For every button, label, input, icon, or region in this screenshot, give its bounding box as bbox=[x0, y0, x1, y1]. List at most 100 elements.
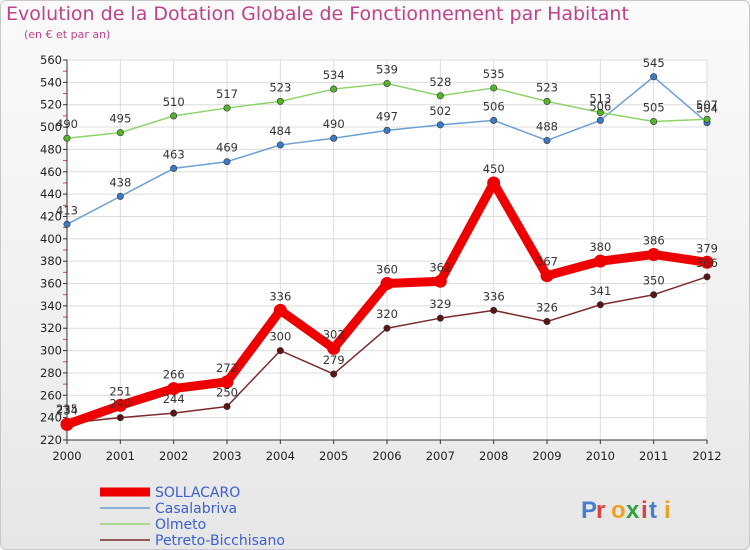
data-point bbox=[436, 121, 444, 129]
proxiti-logo: Pr o x i t i bbox=[581, 497, 671, 524]
data-label: 350 bbox=[643, 274, 665, 288]
data-point bbox=[220, 375, 234, 389]
y-tick-label: 380 bbox=[40, 254, 62, 268]
data-labels: 234 251 266 272 336 302 360 362 450 367 380 386 379 4… bbox=[56, 56, 718, 418]
data-point bbox=[276, 347, 284, 355]
data-point bbox=[170, 164, 178, 172]
data-label: 341 bbox=[589, 284, 611, 298]
data-point bbox=[223, 402, 231, 410]
data-label: 502 bbox=[429, 104, 451, 118]
legend-label: Casalabriva bbox=[155, 501, 237, 517]
data-label: 528 bbox=[429, 75, 451, 89]
data-label: 539 bbox=[376, 62, 398, 76]
data-point bbox=[327, 341, 341, 355]
data-point bbox=[436, 92, 444, 100]
data-point bbox=[647, 247, 661, 261]
data-point bbox=[596, 109, 604, 117]
data-label: 272 bbox=[216, 361, 238, 375]
x-tick-label: 2000 bbox=[52, 449, 81, 463]
data-label: 300 bbox=[269, 330, 291, 344]
data-point bbox=[593, 254, 607, 268]
data-point bbox=[63, 220, 71, 228]
data-point bbox=[116, 129, 124, 137]
data-label: 336 bbox=[269, 289, 291, 303]
legend-label: Petreto-Bicchisano bbox=[155, 533, 285, 549]
data-label: 438 bbox=[109, 175, 131, 189]
data-point bbox=[170, 409, 178, 417]
data-label: 488 bbox=[536, 119, 558, 133]
data-label: 366 bbox=[696, 256, 718, 270]
legend-label: Olmeto bbox=[155, 517, 206, 533]
data-label: 484 bbox=[269, 124, 291, 138]
data-label: 497 bbox=[376, 109, 398, 123]
data-label: 490 bbox=[56, 117, 78, 131]
data-point bbox=[650, 291, 658, 299]
data-label: 463 bbox=[163, 147, 185, 161]
data-point bbox=[383, 126, 391, 134]
data-point bbox=[650, 73, 658, 81]
x-tick-label: 2012 bbox=[692, 449, 721, 463]
data-label: 505 bbox=[643, 100, 665, 114]
data-point bbox=[596, 116, 604, 124]
logo-letter: P bbox=[581, 497, 597, 524]
data-label: 545 bbox=[643, 56, 665, 70]
data-point bbox=[436, 314, 444, 322]
x-tick-label: 2010 bbox=[586, 449, 615, 463]
y-tick-label: 260 bbox=[40, 388, 62, 402]
y-tick-label: 280 bbox=[40, 366, 62, 380]
data-label: 380 bbox=[589, 240, 611, 254]
data-label: 506 bbox=[589, 99, 611, 113]
y-tick-label: 500 bbox=[40, 120, 62, 134]
data-point bbox=[276, 141, 284, 149]
data-label: 266 bbox=[163, 368, 185, 382]
logo-letter: o bbox=[611, 497, 626, 524]
data-point bbox=[116, 414, 124, 422]
data-point bbox=[490, 116, 498, 124]
data-label: 244 bbox=[163, 392, 185, 406]
legend: SOLLACAROCasalabrivaOlmetoPetreto-Bicchi… bbox=[100, 485, 285, 549]
data-point bbox=[63, 134, 71, 142]
data-label: 251 bbox=[109, 384, 131, 398]
data-point bbox=[543, 136, 551, 144]
data-point bbox=[650, 117, 658, 125]
data-label: 250 bbox=[216, 385, 238, 399]
data-point bbox=[380, 277, 394, 291]
data-label: 413 bbox=[56, 203, 78, 217]
x-tick-label: 2011 bbox=[639, 449, 668, 463]
data-point bbox=[703, 115, 711, 123]
y-tick-label: 560 bbox=[40, 53, 62, 67]
data-point bbox=[330, 134, 338, 142]
data-label: 326 bbox=[536, 301, 558, 315]
data-label: 490 bbox=[323, 117, 345, 131]
data-point bbox=[116, 192, 124, 200]
data-label: 240 bbox=[109, 397, 131, 411]
y-tick-label: 540 bbox=[40, 75, 62, 89]
x-tick-label: 2006 bbox=[372, 449, 401, 463]
data-point bbox=[543, 97, 551, 105]
data-label: 504 bbox=[696, 102, 718, 116]
x-tick-label: 2002 bbox=[159, 449, 188, 463]
data-point bbox=[487, 176, 501, 190]
data-label: 386 bbox=[643, 233, 665, 247]
y-tick-label: 440 bbox=[40, 187, 62, 201]
y-tick-label: 400 bbox=[40, 232, 62, 246]
data-label: 302 bbox=[323, 327, 345, 341]
data-point bbox=[330, 85, 338, 93]
data-label: 513 bbox=[589, 92, 611, 106]
y-tick-label: 480 bbox=[40, 142, 62, 156]
data-label: 235 bbox=[56, 402, 78, 416]
chart-subtitle: (en € et par an) bbox=[24, 28, 111, 41]
x-tick-label: 2009 bbox=[532, 449, 561, 463]
data-label: 360 bbox=[376, 263, 398, 277]
data-label: 535 bbox=[483, 67, 505, 81]
y-ticks: 220 240 260 280 300 320 340 360 380 400 420 440 460 4… bbox=[40, 53, 62, 447]
x-tick-label: 2001 bbox=[106, 449, 135, 463]
data-label: 336 bbox=[483, 289, 505, 303]
logo-letter: i bbox=[664, 497, 671, 524]
data-point bbox=[433, 274, 447, 288]
data-point bbox=[170, 112, 178, 120]
data-label: 450 bbox=[483, 162, 505, 176]
data-point bbox=[223, 158, 231, 166]
data-label: 495 bbox=[109, 112, 131, 126]
y-tick-label: 320 bbox=[40, 321, 62, 335]
